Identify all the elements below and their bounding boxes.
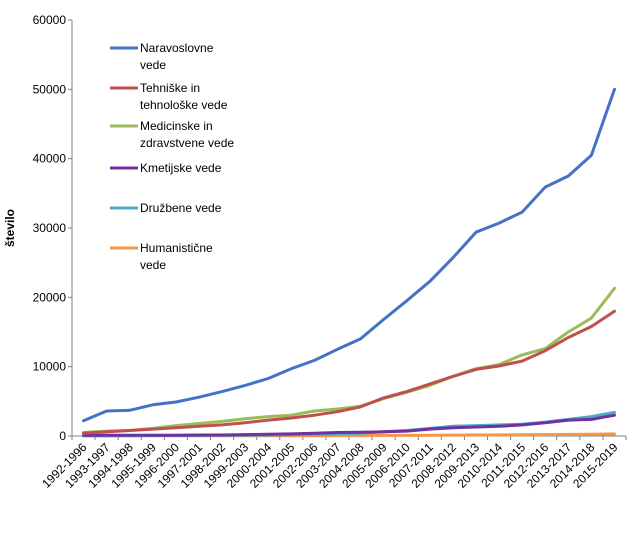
legend-label: Tehniške in bbox=[140, 81, 200, 95]
series-line-0 bbox=[82, 87, 616, 423]
y-axis-label: število bbox=[3, 209, 17, 247]
legend-label: zdravstvene vede bbox=[140, 136, 234, 150]
legend-label: Naravoslovne bbox=[140, 41, 214, 55]
legend-item: Družbene vede bbox=[110, 201, 222, 215]
legend-label: vede bbox=[140, 58, 166, 72]
legend-item: Kmetijske vede bbox=[110, 161, 222, 175]
legend-label: Kmetijske vede bbox=[140, 161, 222, 175]
legend-label: Medicinske in bbox=[140, 119, 213, 133]
series-line-3 bbox=[82, 413, 616, 437]
legend-item: Naravoslovne vede bbox=[110, 41, 214, 72]
y-tick-label: 20000 bbox=[33, 290, 67, 304]
legend-item: Tehniške in tehnološke vede bbox=[110, 81, 228, 112]
y-tick-label: 30000 bbox=[33, 221, 67, 235]
legend-label: Humanistične bbox=[140, 241, 213, 255]
y-tick-label: 50000 bbox=[33, 82, 67, 96]
y-tick-label: 60000 bbox=[33, 13, 67, 27]
legend: Naravoslovne vede Tehniške in tehnološke ve… bbox=[110, 41, 234, 272]
legend-label: vede bbox=[140, 258, 166, 272]
legend-item: Humanistične vede bbox=[110, 241, 213, 272]
series-line-2 bbox=[82, 286, 616, 434]
x-axis-ticks: 1992-19961993-19971994-19981995-19991996… bbox=[39, 436, 627, 491]
y-tick-label: 10000 bbox=[33, 360, 67, 374]
series-lines bbox=[82, 87, 616, 438]
series-line-1 bbox=[82, 309, 616, 435]
y-tick-label: 0 bbox=[59, 429, 66, 443]
legend-item: Medicinske in zdravstvene vede bbox=[110, 119, 234, 150]
y-tick-label: 40000 bbox=[33, 152, 67, 166]
y-axis-ticks: 0 10000 20000 30000 40000 50000 60000 bbox=[33, 13, 72, 443]
legend-label: Družbene vede bbox=[140, 201, 222, 215]
legend-label: tehnološke vede bbox=[140, 98, 228, 112]
